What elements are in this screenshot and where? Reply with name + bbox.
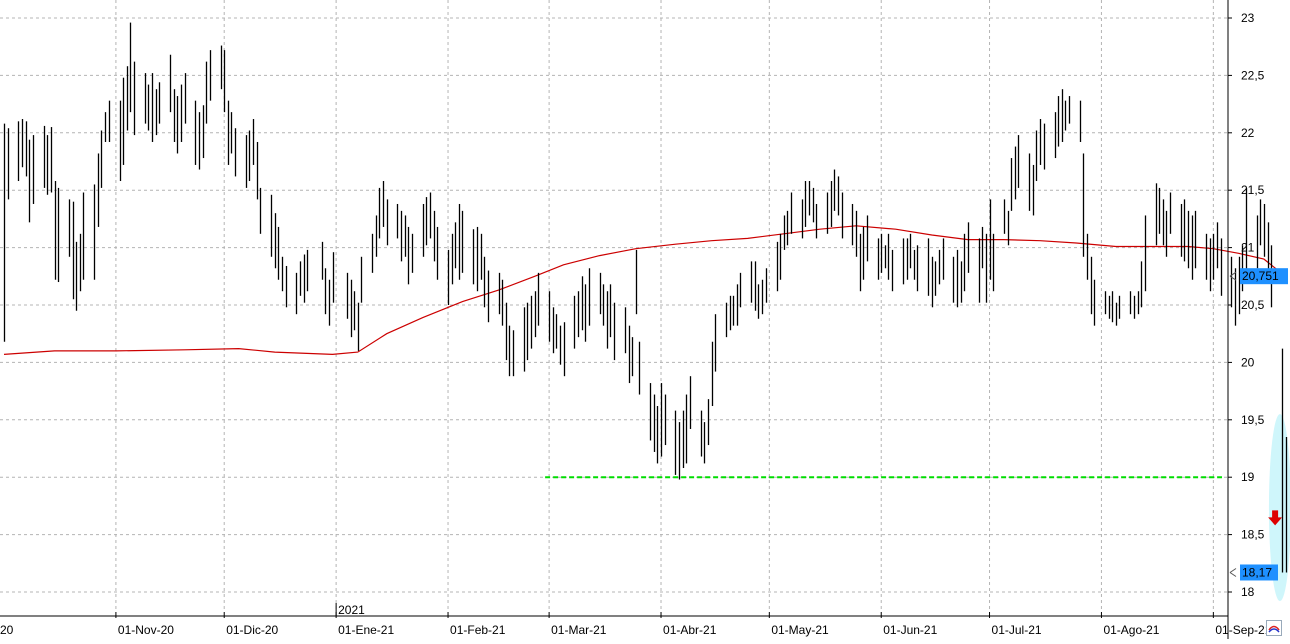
grid [0,0,1228,612]
y-tick-label: 20 [1241,355,1255,369]
highlight-ellipse [1268,414,1290,602]
x-tick-label: 01-Ene-21 [338,623,394,637]
y-tick-label: 22 [1241,126,1255,140]
highlight-layer [1268,414,1290,602]
y-tick-label: 18 [1241,585,1255,599]
y-tick-label: 22,5 [1241,68,1265,82]
y-tick-label: 21 [1241,241,1255,255]
down-arrow-icon [1268,510,1283,526]
y-tick-label: 18,5 [1241,528,1265,542]
x-tick-label: 01-Feb-21 [450,623,506,637]
x-tick-label: 01-Jun-21 [883,623,937,637]
moving-average-line [3,225,1286,356]
x-tick-label: 01-Abr-21 [663,623,717,637]
price-label-pointer [1229,568,1237,577]
x-tick-label: 01-Nov-20 [118,623,174,637]
annotation-layer [545,476,1283,526]
y-tick-label: 20,5 [1241,298,1265,312]
y-tick-label: 19,5 [1241,413,1265,427]
chart-settings-icon[interactable] [1266,620,1282,636]
y-tick-label: 21,5 [1241,183,1265,197]
price-label-text: 20,751 [1242,269,1279,283]
price-label-box [1240,564,1278,581]
y-tick-label: 23 [1241,11,1255,25]
x-tick-label: 01-May-21 [771,623,829,637]
x-tick-label: 01-Sep-21 [1215,623,1271,637]
year-marker-label: 2021 [338,603,365,617]
price-bars-layer [3,22,1288,573]
price-label-box [1240,268,1288,285]
x-tick-label: 01-Jul-21 [992,623,1042,637]
x-tick-label: 01-Ago-21 [1103,623,1159,637]
price-label-pointer [1229,271,1237,281]
x-tick-label: 20 [0,623,14,637]
price-label-text: 18,17 [1242,565,1272,579]
x-tick-label: 01-Mar-21 [551,623,607,637]
moving-average-layer [3,225,1286,356]
y-tick-label: 19 [1241,470,1255,484]
x-tick-label: 01-Dic-20 [226,623,278,637]
